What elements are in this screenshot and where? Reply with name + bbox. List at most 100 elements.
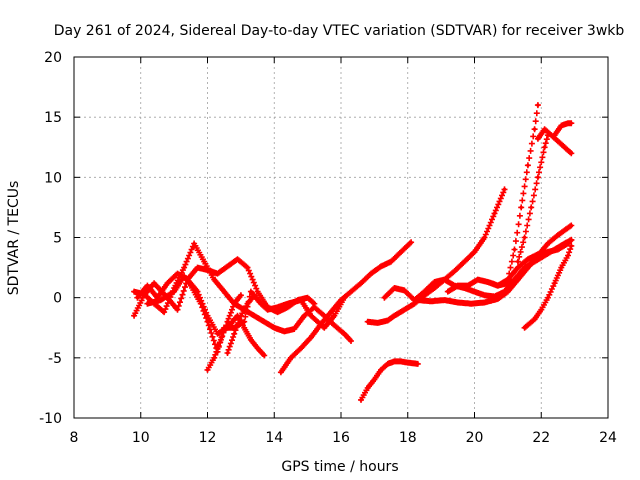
data-series: [551, 120, 575, 139]
data-point: [539, 308, 543, 312]
data-point: [552, 133, 557, 137]
data-point: [492, 211, 497, 216]
data-point: [482, 293, 487, 297]
data-point: [189, 283, 193, 288]
data-point: [332, 323, 337, 328]
plot-data: [131, 102, 575, 403]
data-point: [359, 281, 363, 285]
data-point: [332, 314, 337, 318]
data-point: [175, 308, 180, 312]
x-tick-label: 18: [399, 430, 417, 446]
data-point: [422, 289, 427, 294]
data-point: [145, 301, 150, 306]
data-point: [309, 314, 313, 318]
data-point: [429, 299, 433, 303]
data-point: [372, 377, 377, 382]
data-point: [132, 314, 136, 318]
data-point: [562, 145, 567, 149]
data-point: [536, 252, 540, 257]
data-series: [504, 102, 541, 283]
data-point: [409, 240, 413, 245]
data-point: [265, 308, 270, 312]
x-tick-label: 24: [599, 430, 617, 446]
data-point: [232, 332, 236, 336]
data-point: [526, 163, 530, 168]
data-point: [215, 332, 220, 336]
data-point: [212, 356, 216, 360]
data-point: [342, 332, 347, 336]
y-tick-label: -10: [39, 411, 62, 427]
data-point: [389, 259, 393, 264]
y-tick-label: 10: [44, 170, 62, 186]
data-point: [569, 121, 573, 125]
data-series: [358, 358, 421, 403]
data-point: [399, 250, 403, 254]
data-point: [566, 241, 570, 246]
data-point: [486, 280, 490, 284]
data-point: [279, 370, 283, 374]
data-point: [456, 300, 460, 305]
data-point: [289, 356, 293, 360]
y-tick-label: -5: [48, 351, 62, 367]
x-tick-label: 20: [466, 430, 484, 446]
data-point: [302, 314, 306, 318]
data-point: [249, 289, 253, 294]
data-point: [432, 280, 437, 284]
data-point: [255, 346, 260, 350]
data-point: [309, 335, 313, 340]
data-point: [259, 301, 263, 306]
data-point: [252, 314, 256, 318]
data-point: [182, 274, 186, 278]
data-point: [225, 264, 230, 269]
data-point: [469, 301, 473, 306]
data-point: [195, 265, 200, 270]
data-point: [569, 223, 573, 228]
data-point: [569, 151, 573, 155]
data-point: [329, 310, 333, 314]
y-tick-label: 15: [44, 110, 62, 126]
data-point: [322, 326, 327, 330]
data-point: [245, 301, 250, 306]
data-point: [175, 271, 180, 276]
y-tick-label: 0: [53, 291, 62, 307]
data-point: [392, 359, 397, 364]
data-point: [272, 326, 276, 330]
grid: [74, 57, 608, 418]
data-point: [262, 320, 266, 324]
plot-frame: [73, 56, 609, 419]
data-point: [205, 268, 210, 272]
data-point: [569, 244, 573, 248]
data-point: [472, 250, 477, 254]
chart-title: Day 261 of 2024, Sidereal Day-to-day VTE…: [54, 23, 625, 39]
data-point: [496, 283, 500, 288]
data-point: [466, 283, 470, 288]
data-point: [252, 293, 256, 297]
data-point: [242, 326, 246, 330]
data-point: [552, 281, 557, 285]
data-point: [159, 298, 163, 302]
y-tick-label: 20: [44, 50, 62, 66]
y-axis-label: SDTVAR / TECUs: [6, 181, 22, 296]
x-tick-label: 16: [332, 430, 350, 446]
data-point: [219, 338, 223, 342]
data-point: [275, 305, 280, 309]
data-markers: [358, 358, 421, 403]
x-tick-label: 22: [532, 430, 550, 446]
data-point: [542, 127, 547, 131]
data-point: [566, 253, 570, 258]
data-point: [199, 301, 203, 306]
data-point: [285, 301, 290, 306]
data-point: [476, 277, 480, 282]
data-point: [512, 247, 517, 252]
data-point: [239, 314, 243, 318]
data-point: [382, 295, 387, 300]
data-series: [514, 132, 551, 265]
data-point: [215, 271, 220, 276]
data-point: [516, 259, 520, 264]
data-point: [225, 351, 230, 355]
data-point: [522, 326, 527, 330]
data-point: [432, 286, 437, 290]
data-point: [526, 257, 530, 261]
data-point: [506, 277, 510, 282]
